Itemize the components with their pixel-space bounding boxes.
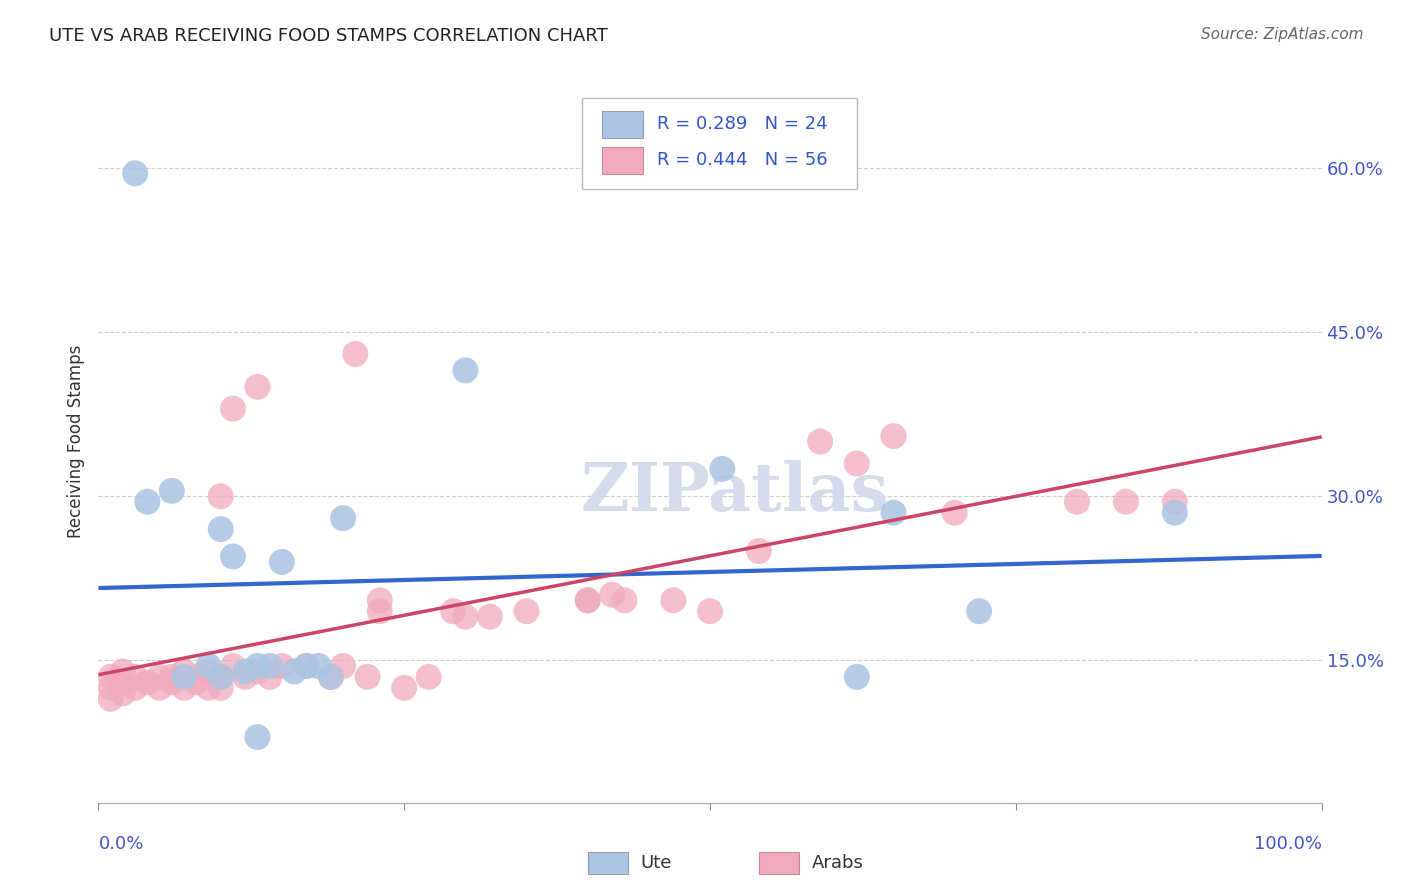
Point (332, 659, 354, 673)
Point (160, 670, 183, 684)
Point (441, 604, 464, 618)
Point (160, 675, 183, 690)
Point (478, 609, 501, 624)
Point (111, 675, 134, 690)
FancyBboxPatch shape (588, 852, 628, 873)
Point (344, 347, 367, 361)
Point (149, 681, 172, 695)
Point (943, 506, 966, 520)
Text: 100.0%: 100.0% (1254, 835, 1322, 854)
Point (136, 675, 159, 690)
Point (1115, 494, 1137, 508)
Point (173, 665, 195, 679)
Point (100, 681, 122, 695)
Point (699, 604, 721, 618)
Point (576, 593, 599, 607)
Point (270, 659, 294, 673)
Point (259, 659, 281, 673)
FancyBboxPatch shape (602, 111, 643, 138)
Point (332, 511, 354, 525)
Point (209, 670, 232, 684)
Point (186, 675, 208, 690)
Point (392, 681, 416, 695)
Point (222, 549, 245, 564)
Text: UTE VS ARAB RECEIVING FOOD STAMPS CORRELATION CHART: UTE VS ARAB RECEIVING FOOD STAMPS CORREL… (49, 27, 607, 45)
Point (197, 665, 219, 679)
Point (136, 494, 159, 508)
Point (295, 659, 318, 673)
Point (845, 670, 868, 684)
Point (246, 730, 269, 744)
Point (1164, 506, 1187, 520)
Point (197, 659, 219, 673)
Point (209, 522, 232, 536)
FancyBboxPatch shape (602, 147, 643, 174)
Text: ZIPatlas: ZIPatlas (581, 459, 889, 524)
Point (308, 659, 330, 673)
Point (967, 604, 990, 618)
Point (233, 670, 256, 684)
Point (319, 670, 342, 684)
Point (883, 429, 905, 443)
Point (295, 659, 318, 673)
Point (186, 670, 208, 684)
Text: Source: ZipAtlas.com: Source: ZipAtlas.com (1201, 27, 1364, 42)
Point (368, 593, 391, 607)
Point (173, 670, 195, 684)
Point (883, 506, 905, 520)
Point (845, 457, 868, 471)
Point (100, 670, 122, 684)
Text: Arabs: Arabs (811, 854, 863, 871)
Point (111, 686, 134, 700)
Point (149, 670, 172, 684)
Point (454, 363, 477, 377)
Point (319, 670, 342, 684)
Point (209, 670, 232, 684)
Point (124, 670, 146, 684)
Text: 0.0%: 0.0% (98, 835, 143, 854)
Point (1066, 494, 1088, 508)
Point (222, 659, 245, 673)
Point (600, 588, 623, 602)
Text: Ute: Ute (640, 854, 672, 871)
Point (418, 670, 440, 684)
Text: R = 0.289   N = 24: R = 0.289 N = 24 (658, 115, 828, 133)
Point (356, 670, 378, 684)
Point (613, 593, 636, 607)
Point (283, 665, 305, 679)
Point (100, 691, 122, 706)
Point (209, 489, 232, 503)
Point (515, 604, 537, 618)
Point (209, 681, 232, 695)
Point (111, 665, 134, 679)
Point (1164, 494, 1187, 508)
FancyBboxPatch shape (759, 852, 800, 873)
Point (711, 462, 734, 476)
Point (808, 434, 831, 449)
Point (662, 593, 685, 607)
Point (197, 681, 219, 695)
Point (222, 401, 245, 416)
FancyBboxPatch shape (582, 98, 856, 189)
Point (160, 483, 183, 498)
Point (124, 166, 146, 180)
Point (246, 380, 269, 394)
Point (748, 544, 770, 558)
Point (246, 659, 269, 673)
Text: R = 0.444   N = 56: R = 0.444 N = 56 (658, 152, 828, 169)
Point (259, 670, 281, 684)
Point (124, 681, 146, 695)
Point (576, 593, 599, 607)
Point (233, 665, 256, 679)
Point (270, 555, 294, 569)
Point (246, 665, 269, 679)
Point (173, 681, 195, 695)
Y-axis label: Receiving Food Stamps: Receiving Food Stamps (67, 345, 86, 538)
Point (454, 609, 477, 624)
Point (368, 604, 391, 618)
